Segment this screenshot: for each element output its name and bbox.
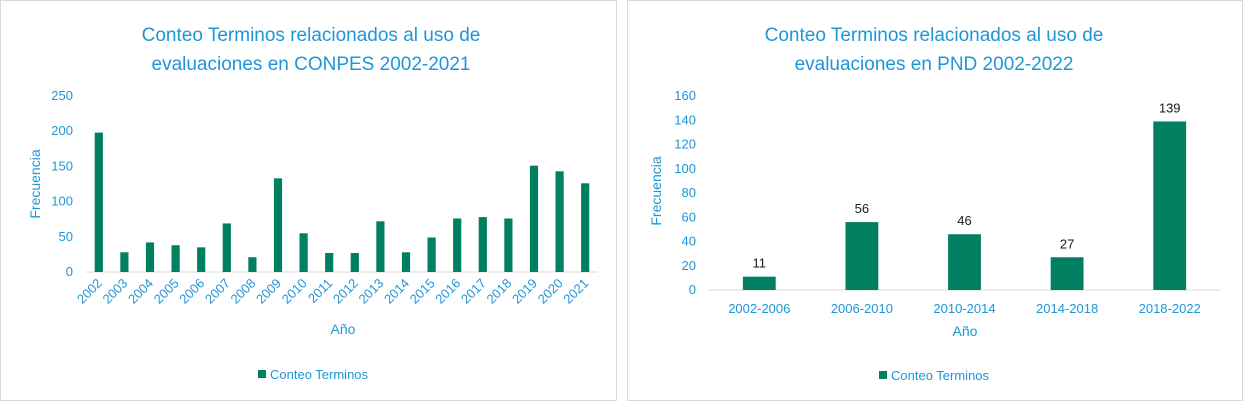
legend-swatch (879, 371, 887, 379)
x-tick-label: 2003 (99, 276, 130, 307)
chart-panel-pnd: Conteo Terminos relacionados al uso de ev… (627, 0, 1243, 401)
x-tick-label: 2021 (560, 276, 591, 307)
chart-title-line: evaluaciones en PND 2002-2022 (795, 54, 1074, 75)
x-tick-label: 2004 (125, 276, 156, 307)
bar-2006 (197, 247, 206, 272)
y-tick-label: 50 (59, 229, 73, 244)
y-axis-title: Frecuencia (27, 149, 43, 218)
bar-2012 (350, 252, 359, 272)
y-tick-label: 100 (674, 161, 696, 176)
x-tick-label: 2010 (279, 276, 310, 307)
y-tick-label: 200 (51, 123, 73, 138)
bar-value-label: 27 (1060, 236, 1074, 251)
bar-2018-2022 (1153, 121, 1187, 291)
chart-panel-conpes: Conteo Terminos relacionados al uso de ev… (0, 0, 617, 401)
bar-2002 (94, 132, 103, 272)
chart-pnd-svg: Conteo Terminos relacionados al uso de ev… (648, 25, 1221, 383)
x-tick-label: 2005 (151, 276, 182, 307)
bar-2009 (273, 178, 283, 272)
bar-2021 (581, 183, 590, 272)
bar-2013 (376, 221, 385, 272)
bar-2008 (248, 257, 257, 272)
chart-title-line: Conteo Terminos relacionados al uso de (765, 25, 1104, 46)
bar-2011 (325, 252, 334, 272)
bar-value-label: 139 (1159, 100, 1181, 115)
x-tick-label: 2002-2006 (728, 301, 790, 316)
bar-2003 (120, 252, 129, 272)
chart-conpes-svg: Conteo Terminos relacionados al uso de ev… (27, 25, 598, 382)
x-tick-label: 2002 (74, 276, 105, 307)
x-tick-label: 2013 (355, 276, 386, 307)
x-tick-label: 2014-2018 (1036, 301, 1098, 316)
x-tick-label: 2006 (176, 276, 207, 307)
x-tick-label: 2010-2014 (933, 301, 995, 316)
x-tick-label: 2011 (305, 276, 335, 306)
legend-label: Conteo Terminos (270, 367, 369, 382)
bar-2014-2018 (1050, 257, 1084, 290)
x-tick-label: 2007 (202, 276, 233, 307)
x-tick-label: 2009 (253, 276, 284, 307)
bar-2020 (555, 171, 564, 272)
bar-2002-2006 (742, 276, 776, 290)
bar-2017 (478, 217, 487, 272)
bar-2006-2010 (845, 222, 879, 290)
y-tick-label: 250 (51, 88, 73, 103)
y-tick-label: 150 (51, 158, 73, 173)
y-tick-label: 20 (682, 258, 696, 273)
y-tick-label: 120 (674, 137, 696, 152)
x-tick-label: 2020 (535, 276, 566, 307)
y-tick-label: 80 (682, 185, 696, 200)
bar-2007 (222, 223, 231, 272)
chart-title-line: evaluaciones en CONPES 2002-2021 (152, 54, 471, 75)
y-tick-label: 160 (674, 88, 696, 103)
bar-2014 (401, 252, 411, 272)
bar-2015 (427, 237, 436, 272)
x-tick-label: 2006-2010 (831, 301, 893, 316)
x-tick-label: 2014 (381, 276, 412, 307)
y-tick-label: 140 (674, 112, 696, 127)
y-tick-label: 40 (682, 234, 696, 249)
x-tick-label: 2018 (483, 276, 514, 307)
x-tick-label: 2019 (509, 276, 540, 307)
bar-value-label: 11 (753, 256, 767, 271)
chart-title-line: Conteo Terminos relacionados al uso de (142, 25, 481, 46)
bar-2005 (171, 245, 180, 272)
bar-2004 (145, 242, 155, 272)
bar-value-label: 56 (855, 201, 869, 216)
bar-2018 (504, 218, 513, 272)
bar-value-label: 46 (957, 213, 971, 228)
x-tick-label: 2017 (458, 276, 489, 307)
x-axis-title: Año (331, 321, 356, 337)
legend-swatch (258, 370, 266, 378)
y-axis-title: Frecuencia (648, 156, 664, 225)
y-tick-label: 0 (66, 264, 73, 279)
x-axis-title: Año (953, 323, 978, 339)
legend-label: Conteo Terminos (891, 368, 990, 383)
x-tick-label: 2016 (432, 276, 463, 307)
x-tick-label: 2015 (407, 276, 438, 307)
bar-2010-2014 (948, 234, 981, 290)
bar-2019 (529, 165, 539, 272)
x-tick-label: 2018-2022 (1139, 301, 1201, 316)
bar-2016 (453, 218, 462, 272)
y-tick-label: 100 (51, 194, 73, 209)
x-tick-label: 2012 (330, 276, 361, 307)
y-tick-label: 60 (682, 209, 696, 224)
y-tick-label: 0 (689, 282, 696, 297)
bar-2010 (299, 233, 308, 272)
x-tick-label: 2008 (227, 276, 258, 307)
